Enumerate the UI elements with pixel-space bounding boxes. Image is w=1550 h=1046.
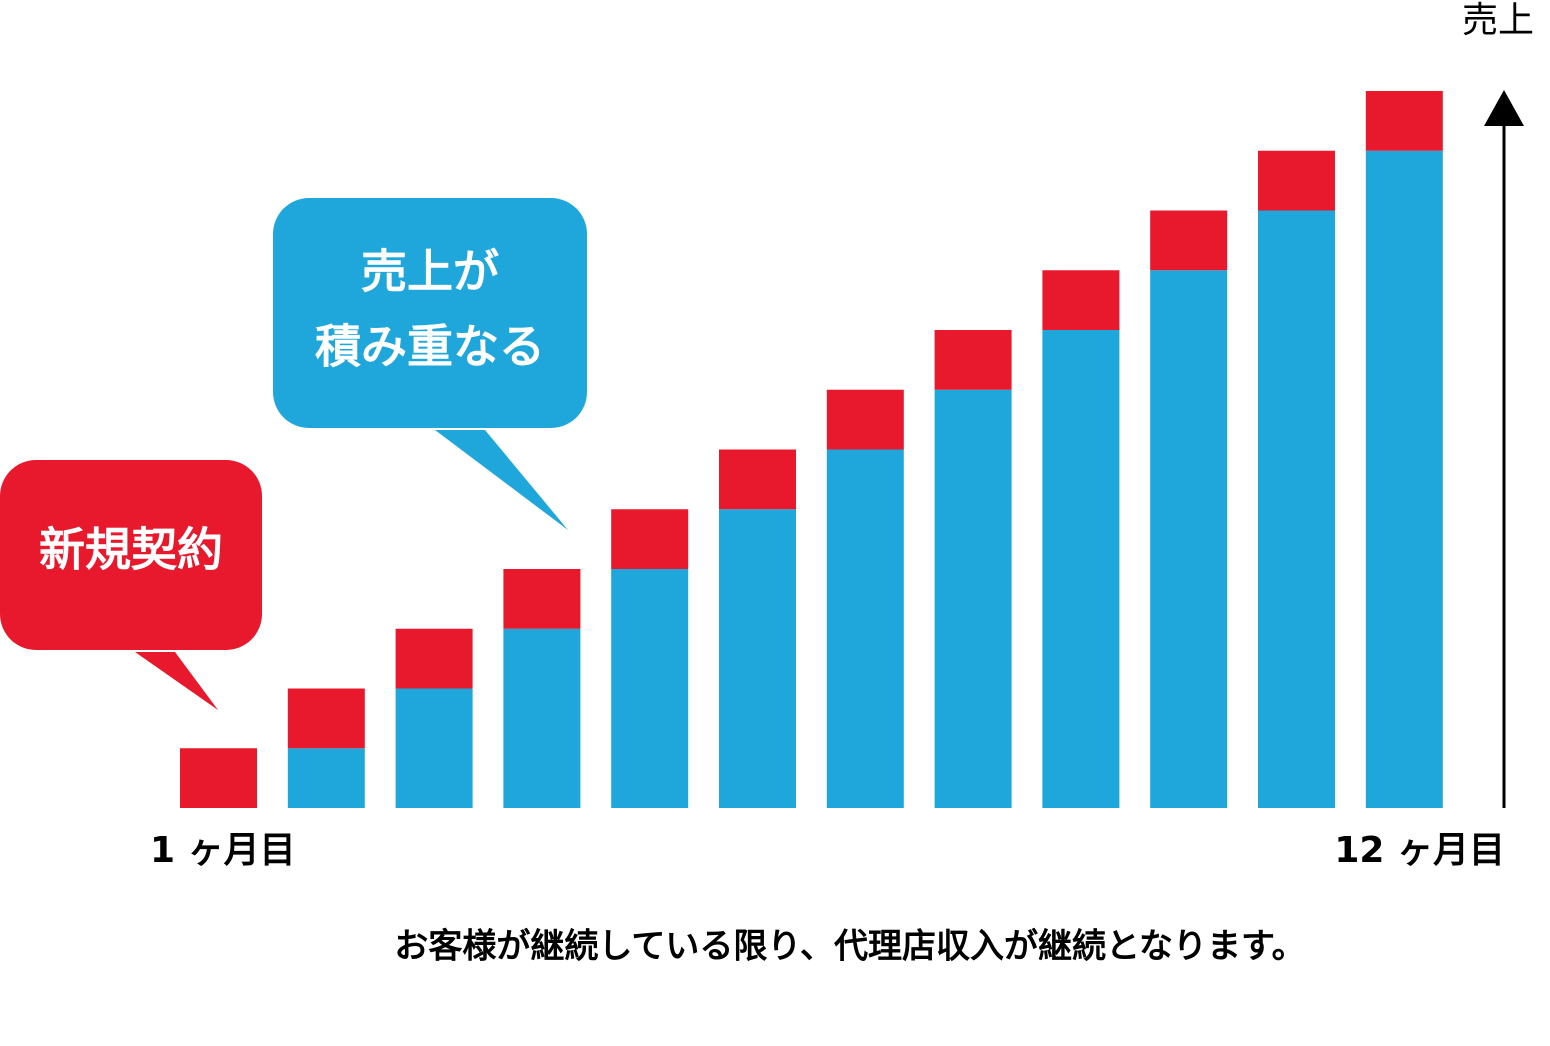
bar-segment [395, 688, 473, 808]
bar-segment [719, 509, 796, 808]
callout-text: 積み重なる [315, 320, 545, 374]
bar-segment [180, 748, 257, 808]
callout-box [273, 198, 587, 428]
bar-segment [934, 330, 1012, 390]
callout-tail [435, 430, 568, 530]
bar-segment [395, 628, 473, 689]
bar-segment [1042, 270, 1120, 330]
callout-tail [135, 652, 218, 710]
bar-segment [611, 569, 689, 808]
bar-segment [503, 628, 581, 808]
bar-segment [611, 509, 689, 569]
bar-segment [503, 569, 581, 629]
callout-text: 新規契約 [39, 523, 223, 577]
bar-segment [1042, 330, 1120, 808]
bar-segment [1258, 210, 1335, 808]
bar-segment [719, 449, 796, 510]
bar-segment [1150, 210, 1228, 271]
callout-box [0, 460, 262, 650]
footnote: お客様が継続している限り、代理店収入が継続となります。 [394, 927, 1305, 967]
bar-segment [1150, 270, 1228, 808]
x-tick-label: 12 ヶ月目 [1334, 830, 1505, 871]
bar-segment [934, 389, 1012, 808]
axis-arrow [1484, 90, 1524, 126]
bar-segment [826, 389, 904, 450]
bar-segment [1258, 150, 1335, 211]
x-tick-label: 1 ヶ月目 [150, 830, 296, 871]
bar-segment [826, 449, 904, 808]
bar-segment [287, 688, 365, 749]
bar-segment [1365, 91, 1443, 151]
callout-text: 売上が [361, 245, 499, 299]
y-axis-label: 売上 [1462, 0, 1534, 41]
bar-segment [287, 748, 365, 808]
bar-segment [1365, 150, 1443, 808]
